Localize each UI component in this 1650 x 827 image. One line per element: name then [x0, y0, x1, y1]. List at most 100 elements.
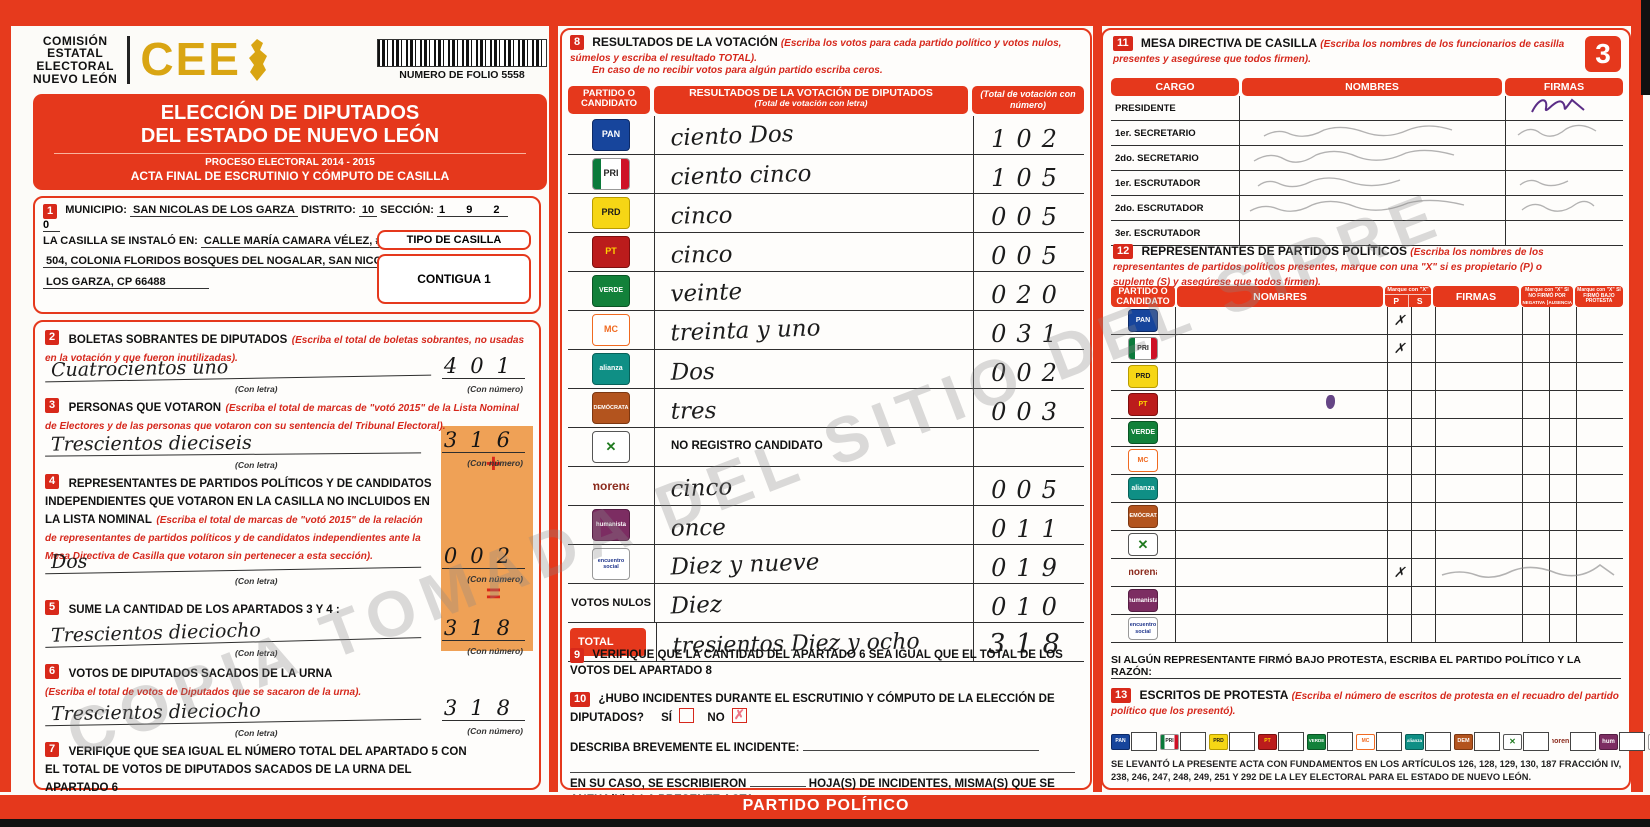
- table-row: morena cinco 005: [568, 466, 1084, 506]
- rep-row: humanista: [1111, 587, 1623, 615]
- protesta-pair: VERDE: [1307, 732, 1353, 751]
- middle-column: 8 RESULTADOS DE LA VOTACIÓN (Escriba los…: [560, 28, 1092, 806]
- rep-nombre-cell: [1175, 419, 1387, 446]
- nueva-alianza-logo: alianza: [1128, 477, 1158, 500]
- col-firmas-header: FIRMAS: [1433, 286, 1519, 307]
- con-numero-label: (Con número): [467, 574, 523, 584]
- table-row: PRD cinco 005: [568, 193, 1084, 233]
- votos-nulos-row: VOTOS NULOS Diez 010: [568, 583, 1084, 623]
- s-mark: [1411, 419, 1435, 446]
- section-13-number: 13: [1111, 688, 1132, 703]
- pri-logo: PRI: [592, 157, 630, 190]
- describe-incident-row: DESCRIBA BREVEMENTE EL INCIDENTE:: [570, 738, 1082, 757]
- section-8-title: RESULTADOS DE LA VOTACIÓN: [592, 35, 778, 49]
- casilla-label: LA CASILLA SE INSTALÓ EN:: [43, 235, 198, 247]
- rep-firma-cell: [1435, 587, 1522, 614]
- protesta-count-box: [1229, 732, 1255, 751]
- rep-firma-cell: [1435, 447, 1522, 474]
- right-column: 11 MESA DIRECTIVA DE CASILLA (Escriba lo…: [1101, 28, 1650, 790]
- votes-numero: 005: [973, 193, 1084, 232]
- pan-logo: PAN: [1128, 309, 1158, 332]
- protesta-cell: [1576, 559, 1623, 586]
- con-numero-label: (Con número): [467, 384, 523, 394]
- verde-logo: VERDE: [592, 274, 630, 307]
- p-mark: [1387, 475, 1411, 502]
- cargo-label: PRESIDENTE: [1115, 102, 1176, 114]
- humanista-logo: hum: [1599, 733, 1618, 750]
- rep-firma-cell: [1435, 391, 1522, 418]
- municipio-label: MUNICIPIO:: [65, 204, 127, 216]
- cargo-label: 3er. ESCRUTADOR: [1115, 227, 1201, 239]
- protesta-cell: [1576, 587, 1623, 614]
- results-table: PARTIDO O CANDIDATO RESULTADOS DE LA VOT…: [568, 86, 1084, 662]
- pencil-scribble: [1519, 179, 1569, 187]
- rep-firma-cell: [1435, 419, 1522, 446]
- section-5-suma: 5 SUME LA CANTIDAD DE LOS APARTADOS 3 Y …: [45, 600, 533, 618]
- s-mark: [1411, 307, 1435, 334]
- rep-nombre-cell: [1175, 447, 1387, 474]
- col-numero-header: (Total de votación con número): [972, 86, 1084, 114]
- pan-logo: PAN: [592, 118, 630, 151]
- protesta-count-box: [1474, 732, 1500, 751]
- hojas-text2: HOJA(S) DE INCIDENTES, MISMA(S) QUE SE: [808, 778, 1055, 790]
- col-partido-header: PARTIDO O CANDIDATO: [568, 86, 650, 114]
- protesta-pair: PAN: [1111, 732, 1157, 751]
- con-numero-label: (Con número): [467, 726, 523, 736]
- votes-letra: tres: [670, 397, 717, 425]
- rep-nombre-cell: [1175, 559, 1387, 586]
- con-letra-label: (Con letra): [235, 384, 278, 394]
- section-4-instructions: (Escriba el total de marcas de "votó 201…: [45, 515, 423, 562]
- votes-numero: 002: [973, 349, 1084, 388]
- ausencia-cell: [1549, 391, 1576, 418]
- rep-firma-cell: [1435, 307, 1522, 334]
- p-mark: [1387, 531, 1411, 558]
- seccion-value: 1 9 2 0: [43, 204, 509, 232]
- mesa-table-header: CARGO NOMBRES FIRMAS: [1111, 78, 1623, 96]
- votes-numero: 102: [973, 115, 1084, 154]
- votes-numero: 005: [973, 466, 1084, 505]
- pencil-scribble: [1257, 177, 1401, 188]
- s-mark: [1411, 335, 1435, 362]
- rep-nombre-cell: [1175, 335, 1387, 362]
- rep-row: PT: [1111, 391, 1623, 419]
- no-label: NO: [707, 711, 725, 724]
- con-numero-label: (Con número): [467, 458, 523, 468]
- prd-logo: PRD: [1128, 365, 1158, 388]
- col-negativa-header: NEGATIVA: [1522, 299, 1546, 305]
- col-resultados-title: RESULTADOS DE LA VOTACIÓN DE DIPUTADOS: [689, 87, 933, 99]
- con-letra-label: (Con letra): [235, 648, 278, 658]
- right-red-edge: [1631, 26, 1643, 792]
- votes-numero: 031: [973, 310, 1084, 349]
- table-row: PRI ciento cinco 105: [568, 154, 1084, 194]
- protesta-pair: enc: [1648, 732, 1650, 751]
- protesta-cell: [1576, 307, 1623, 334]
- section-9-verifique: 9 VERIFIQUE QUE LA CANTIDAD DEL APARTADO…: [570, 648, 1082, 679]
- table-row: humanista once 011: [568, 505, 1084, 545]
- header: COMISIÓN ESTATAL ELECTORAL NUEVO LEÓN CE…: [33, 30, 547, 90]
- section-8-header: 8 RESULTADOS DE LA VOTACIÓN (Escriba los…: [570, 35, 1082, 78]
- org-line: ELECTORAL: [36, 59, 114, 73]
- protesta-cell: [1576, 335, 1623, 362]
- election-title-line1: ELECCIÓN DE DIPUTADOS: [160, 102, 420, 124]
- table-row: ✕ NO REGISTRO CANDIDATO: [568, 427, 1084, 467]
- prd-logo: PRD: [1209, 733, 1228, 750]
- nueva-alianza-logo: alianza: [1405, 733, 1424, 750]
- rep-nombre-cell: [1175, 503, 1387, 530]
- negativa-cell: [1522, 391, 1549, 418]
- col-marque-header: Marque con "X" P S: [1385, 286, 1431, 307]
- left-sections-box: + = 2 BOLETAS SOBRANTES DE DIPUTADOS (Es…: [33, 320, 541, 794]
- left-red-edge: [0, 26, 11, 792]
- s-mark: [1411, 447, 1435, 474]
- con-letra-label: (Con letra): [235, 460, 278, 470]
- negativa-cell: [1522, 475, 1549, 502]
- si-checkbox: [679, 707, 695, 723]
- section-3-numero: 316: [441, 428, 525, 453]
- protesta-count-box: [1376, 732, 1402, 751]
- org-line: COMISIÓN: [42, 33, 108, 48]
- s-mark: [1411, 615, 1435, 642]
- address-line2: 504, COLONIA FLORIDOS BOSQUES DEL NOGALA…: [43, 255, 426, 268]
- pencil-scribble: [1263, 125, 1453, 137]
- rep-firma-cell: [1435, 559, 1615, 586]
- section-6-numero: 318: [441, 696, 525, 721]
- section-6-number: 6: [45, 664, 60, 679]
